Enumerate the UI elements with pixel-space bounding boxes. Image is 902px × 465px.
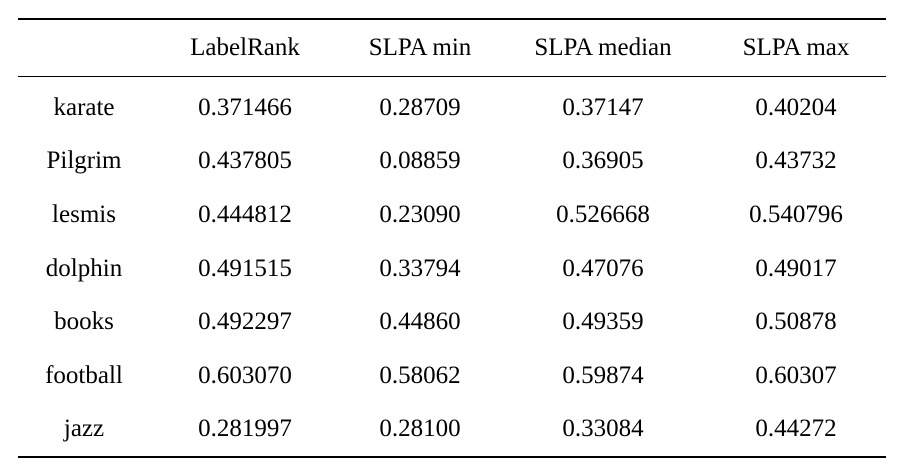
table-cell: 0.49359 bbox=[562, 308, 644, 336]
table-cell: 0.33794 bbox=[379, 254, 461, 282]
table-row: books 0.492297 0.44860 0.49359 0.50878 bbox=[18, 295, 886, 349]
table-cell: 0.47076 bbox=[562, 254, 644, 282]
row-label: football bbox=[45, 361, 123, 389]
table-row: dolphin 0.491515 0.33794 0.47076 0.49017 bbox=[18, 242, 886, 296]
table-cell: 0.492297 bbox=[198, 308, 292, 336]
table-cell: 0.33084 bbox=[562, 415, 644, 443]
table-cell: 0.60307 bbox=[755, 361, 837, 389]
table-cell: 0.28709 bbox=[379, 93, 461, 121]
table-cell: 0.44860 bbox=[379, 308, 461, 336]
row-label: books bbox=[54, 308, 114, 336]
table-cell: 0.49017 bbox=[755, 254, 837, 282]
results-table: LabelRank SLPA min SLPA median SLPA max … bbox=[18, 18, 886, 458]
table-cell: 0.44272 bbox=[755, 415, 837, 443]
row-label: dolphin bbox=[45, 254, 123, 282]
table-cell: 0.603070 bbox=[198, 361, 292, 389]
header-cell-slpa-min: SLPA min bbox=[368, 34, 472, 61]
header-cell-labelrank: LabelRank bbox=[190, 34, 300, 61]
table-cell: 0.437805 bbox=[198, 147, 292, 175]
table-cell: 0.281997 bbox=[198, 415, 292, 443]
header-cell-dataset bbox=[18, 19, 150, 77]
table-body: karate 0.371466 0.28709 0.37147 0.40204 … bbox=[18, 77, 886, 458]
row-label: Pilgrim bbox=[46, 147, 122, 175]
table-row: karate 0.371466 0.28709 0.37147 0.40204 bbox=[18, 77, 886, 135]
table-header: LabelRank SLPA min SLPA median SLPA max bbox=[18, 19, 886, 77]
table-row: lesmis 0.444812 0.23090 0.526668 0.54079… bbox=[18, 188, 886, 242]
table-cell: 0.40204 bbox=[755, 93, 837, 121]
table-cell: 0.526668 bbox=[556, 200, 650, 228]
table-cell: 0.444812 bbox=[198, 200, 292, 228]
header-row: LabelRank SLPA min SLPA median SLPA max bbox=[18, 19, 886, 77]
header-cell-slpa-max: SLPA max bbox=[742, 34, 850, 61]
table-cell: 0.59874 bbox=[562, 361, 644, 389]
table-row: football 0.603070 0.58062 0.59874 0.6030… bbox=[18, 349, 886, 403]
results-table-container: LabelRank SLPA min SLPA median SLPA max … bbox=[18, 18, 886, 458]
table-cell: 0.58062 bbox=[379, 361, 461, 389]
table-cell: 0.491515 bbox=[198, 254, 292, 282]
table-cell: 0.23090 bbox=[379, 200, 461, 228]
table-cell: 0.37147 bbox=[562, 93, 644, 121]
row-label: karate bbox=[53, 93, 115, 121]
table-row: jazz 0.281997 0.28100 0.33084 0.44272 bbox=[18, 403, 886, 458]
table-cell: 0.43732 bbox=[755, 147, 837, 175]
table-cell: 0.08859 bbox=[379, 147, 461, 175]
row-label: jazz bbox=[63, 415, 105, 443]
table-cell: 0.50878 bbox=[755, 308, 837, 336]
row-label: lesmis bbox=[52, 200, 116, 228]
table-cell: 0.28100 bbox=[379, 415, 461, 443]
table-cell: 0.371466 bbox=[198, 93, 292, 121]
table-cell: 0.36905 bbox=[562, 147, 644, 175]
table-row: Pilgrim 0.437805 0.08859 0.36905 0.43732 bbox=[18, 135, 886, 189]
table-cell: 0.540796 bbox=[749, 200, 843, 228]
header-cell-slpa-median: SLPA median bbox=[534, 34, 672, 61]
